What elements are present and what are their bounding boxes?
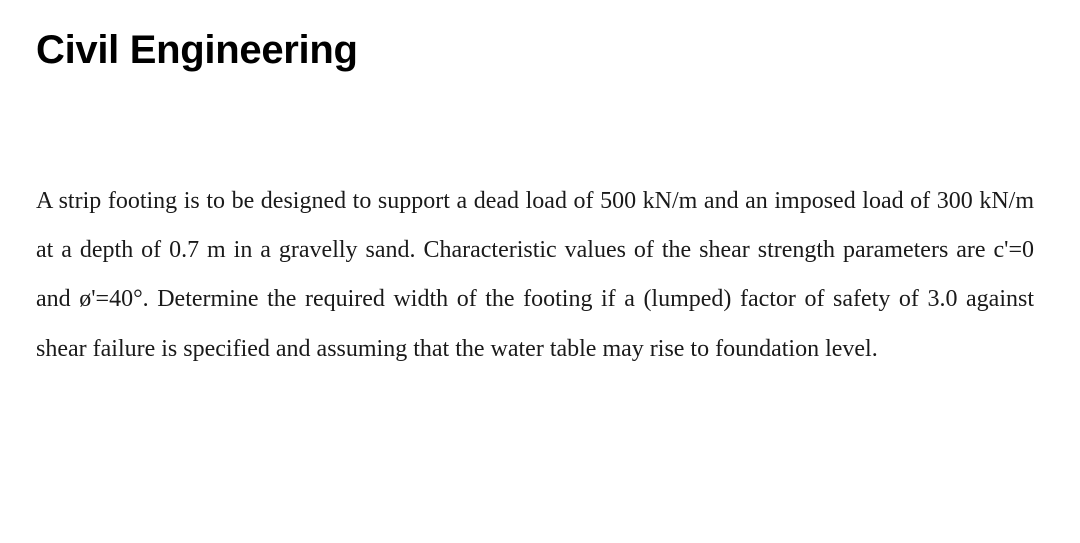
page-title: Civil Engineering bbox=[36, 28, 1044, 73]
problem-statement: A strip footing is to be designed to sup… bbox=[36, 177, 1044, 374]
